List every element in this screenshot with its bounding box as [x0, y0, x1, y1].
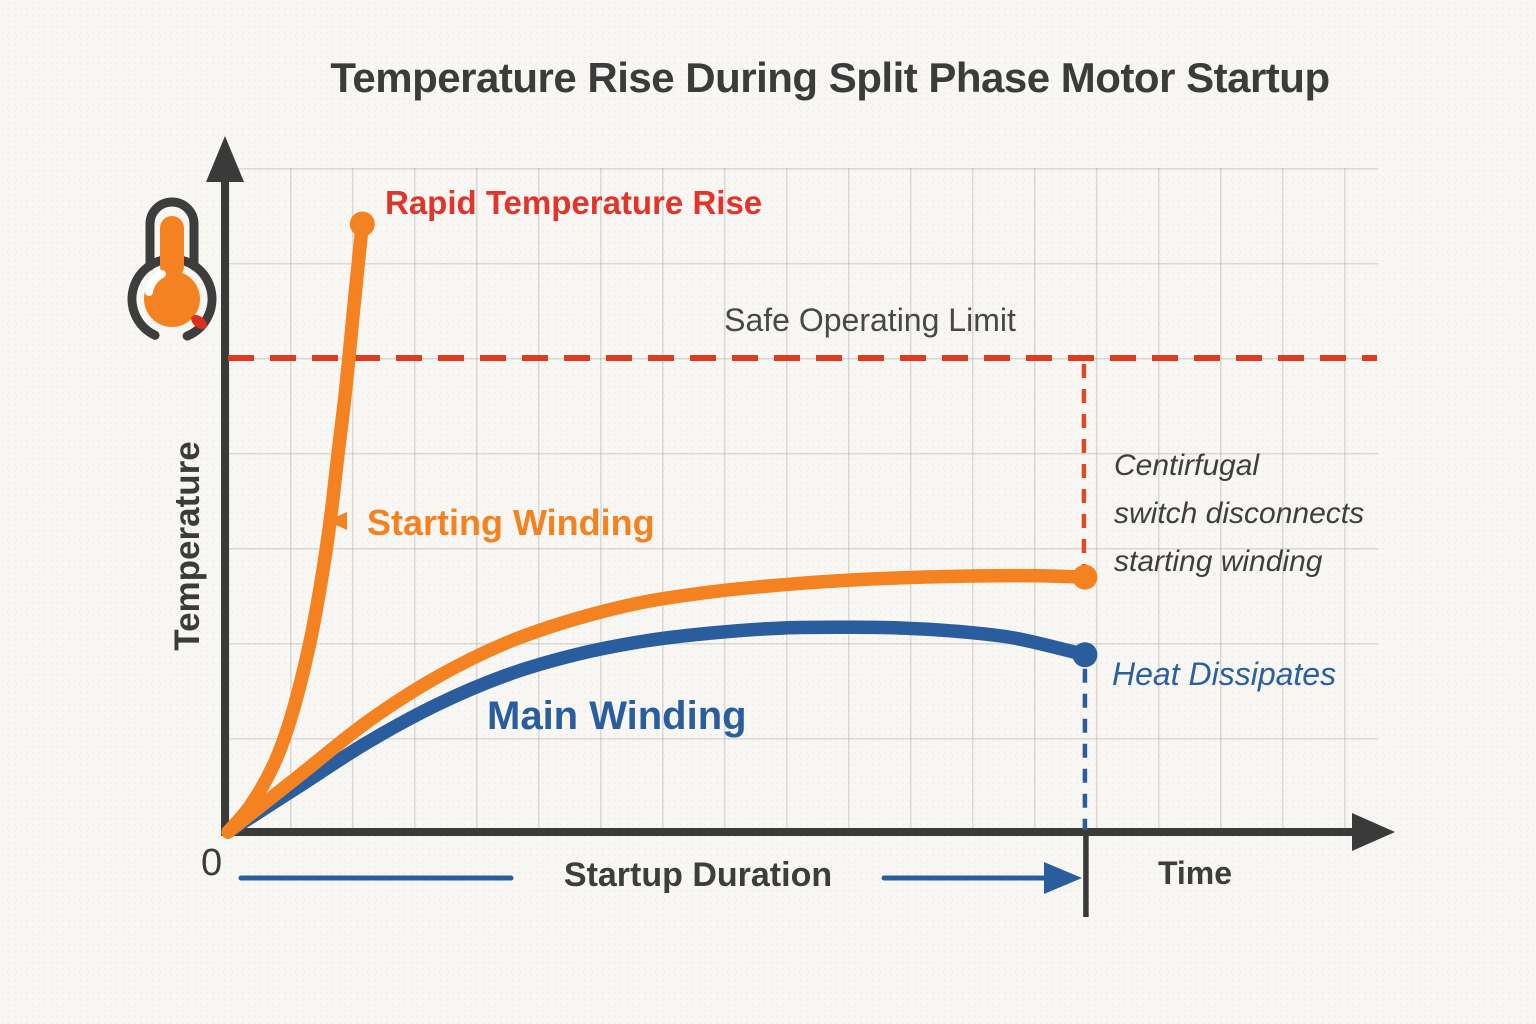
switch-note-line-3: starting winding — [1114, 545, 1323, 578]
main-winding-label: Main Winding — [487, 694, 747, 738]
heat-dissipates-label: Heat Dissipates — [1112, 656, 1337, 692]
thermometer-mercury-bulb — [144, 271, 200, 327]
switch-note-line-2: switch disconnects — [1114, 497, 1365, 530]
thermometer-stem-outline — [145, 197, 199, 271]
starting-winding-label: Starting Winding — [367, 502, 655, 543]
thermometer-bulb-outline — [127, 254, 217, 344]
starting-winding-rapid-rise-end-dot — [349, 211, 375, 237]
thermometer-highlight — [145, 270, 166, 296]
centrifugal-switch-note: Centirfugal switch disconnects starting … — [1114, 442, 1364, 586]
y-axis-arrowhead-icon — [206, 136, 244, 182]
page-title: Temperature Rise During Split Phase Moto… — [330, 54, 1330, 101]
main-winding-end-dot — [1072, 642, 1098, 668]
x-axis-label: Time — [1157, 855, 1233, 891]
starting-winding-until-switch-opens-curve — [221, 568, 1092, 839]
plot-grid — [228, 168, 1378, 832]
startup-duration-label: Startup Duration — [563, 856, 833, 894]
main-winding-curve — [221, 620, 1092, 839]
x-axis-arrowhead-icon — [1352, 813, 1395, 851]
rapid-rise-label: Rapid Temperature Rise — [385, 184, 763, 221]
thermometer-drip — [191, 314, 207, 330]
starting-winding-rapid-rise-curve — [221, 217, 370, 839]
switch-note-line-1: Centirfugal — [1114, 449, 1260, 482]
startup-duration-arrowhead-icon — [1044, 862, 1082, 894]
origin-label: 0 — [201, 842, 223, 884]
starting-winding-until-switch-opens-end-dot — [1072, 564, 1098, 590]
startup-duration-span — [238, 862, 1082, 894]
starting-winding-pointer-icon — [327, 512, 347, 530]
y-axis-label: Temperature — [168, 441, 207, 651]
safe-operating-limit-label: Safe Operating Limit — [724, 302, 1016, 338]
thermometer-icon — [127, 197, 217, 344]
